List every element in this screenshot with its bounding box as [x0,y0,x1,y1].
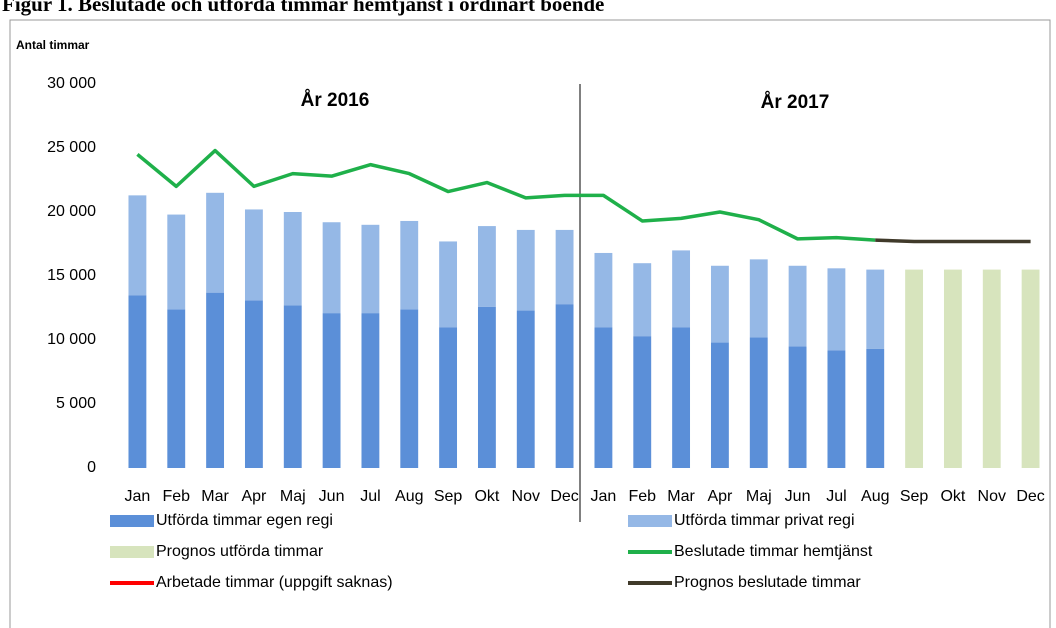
x-tick-label: Jan [591,488,617,505]
bar [439,327,458,468]
bar [439,241,458,328]
bar [749,259,768,338]
bar [710,265,729,343]
x-tick-label: Sep [434,488,463,505]
chart-title: Figur 1. Beslutade och utförda timmar he… [2,0,604,16]
x-tick-label: Maj [280,488,306,505]
y-tick-label: 30 000 [47,75,96,92]
legend-label: Utförda timmar privat regi [674,512,855,529]
x-tick-label: Okt [940,488,965,505]
bar [866,269,885,349]
legend-label: Prognos beslutade timmar [674,574,861,591]
line [136,148,876,242]
legend-swatch [628,515,672,527]
x-tick-label: Feb [628,488,656,505]
bar [206,192,225,293]
bar [633,336,652,468]
bar [943,269,962,468]
y-tick-label: 15 000 [47,267,96,284]
bar [827,350,846,468]
bar [322,222,341,314]
bar [672,327,691,468]
bar [827,268,846,351]
bar [788,265,807,347]
legend-swatch [110,546,154,558]
bar [361,224,380,314]
bar [982,269,1001,468]
bar [516,229,535,311]
bar [322,313,341,468]
x-tick-label: Jul [360,488,380,505]
legend-label: Arbetade timmar (uppgift saknas) [156,574,393,591]
bar [206,292,225,468]
bar [516,310,535,468]
x-tick-label: Jan [125,488,151,505]
y-axis-label: Antal timmar [16,38,90,52]
bar [555,229,574,305]
legend-swatch [110,515,154,527]
legend-label: Beslutade timmar hemtjänst [674,543,873,560]
x-tick-label: Mar [201,488,229,505]
x-tick-label: Apr [241,488,267,505]
x-tick-label: Jun [319,488,345,505]
y-tick-label: 10 000 [47,331,96,348]
bar [244,300,263,468]
bar [1021,269,1040,468]
bar [633,263,652,337]
bar [361,313,380,468]
bar [555,304,574,468]
x-tick-label: Okt [474,488,499,505]
x-tick-label: Aug [395,488,423,505]
x-tick-label: Jul [826,488,846,505]
bar [749,337,768,468]
bar [283,305,302,468]
legend-label: Utförda timmar egen regi [156,512,333,529]
x-tick-label: Nov [978,488,1006,505]
bar [400,309,419,468]
x-tick-label: Jun [785,488,811,505]
x-tick-label: Nov [512,488,540,505]
bar [400,220,419,310]
x-tick-label: Dec [550,488,578,505]
x-tick-label: Apr [707,488,733,505]
y-tick-label: 20 000 [47,203,96,220]
annotation: År 2016 [301,90,370,111]
x-tick-label: Sep [900,488,929,505]
bar [128,295,147,468]
bar [167,214,186,310]
annotation: År 2017 [761,92,830,113]
y-tick-label: 25 000 [47,139,96,156]
chart-frame [9,19,1051,628]
bar [788,346,807,468]
x-tick-label: Feb [162,488,190,505]
x-tick-label: Maj [746,488,772,505]
bar [128,195,147,296]
bar [672,250,691,328]
line [875,238,1031,244]
bar [866,348,885,468]
bar [167,309,186,468]
bar [477,306,496,468]
bar [244,209,263,301]
bar [477,226,496,307]
legend-label: Prognos utförda timmar [156,543,324,560]
bar [905,269,924,468]
y-tick-label: 0 [87,459,96,476]
x-tick-label: Dec [1016,488,1044,505]
bar [594,252,613,328]
bar [594,327,613,468]
y-tick-label: 5 000 [56,395,96,412]
x-tick-label: Mar [667,488,695,505]
bar [710,342,729,468]
x-tick-label: Aug [861,488,889,505]
bar [283,212,302,306]
